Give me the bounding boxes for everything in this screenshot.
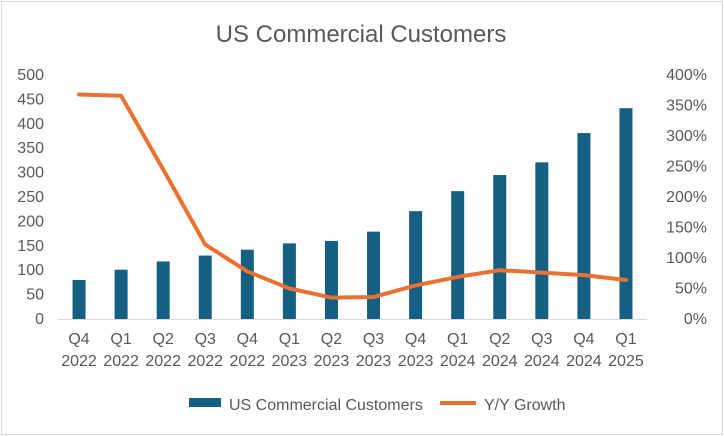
bar (577, 133, 591, 319)
category-quarter-label: Q4 (573, 331, 594, 348)
bar (409, 211, 423, 319)
right-axis-tick-label: 300% (666, 128, 707, 145)
bar (324, 240, 338, 319)
category-year-label: 2024 (482, 353, 518, 370)
category-year-label: 2022 (145, 353, 181, 370)
category-quarter-label: Q1 (110, 331, 131, 348)
category-year-label: 2023 (398, 353, 434, 370)
right-axis-tick-label: 150% (666, 220, 707, 237)
category-quarter-label: Q2 (489, 331, 510, 348)
bar (451, 191, 465, 319)
growth-line (77, 92, 628, 300)
category-year-label: 2022 (230, 353, 266, 370)
left-axis-tick-label: 300 (17, 165, 44, 182)
category-year-label: 2022 (103, 353, 139, 370)
bar (619, 108, 633, 320)
category-quarter-label: Q4 (237, 331, 258, 348)
right-axis-tick-label: 350% (666, 98, 707, 115)
bar (493, 175, 507, 319)
right-axis-tick-label: 100% (666, 250, 707, 267)
left-axis-tick-label: 200 (17, 213, 44, 230)
right-axis-tick-label: 250% (666, 159, 707, 176)
category-quarter-label: Q4 (405, 331, 426, 348)
left-axis-tick-label: 100 (17, 262, 44, 279)
left-axis-tick-label: 450 (17, 91, 44, 108)
chart-title: US Commercial Customers (216, 21, 507, 48)
bar-series (72, 108, 633, 320)
bar (114, 269, 128, 319)
category-quarter-label: Q1 (279, 331, 300, 348)
category-year-label: 2024 (440, 353, 476, 370)
left-axis-tick-label: 350 (17, 140, 44, 157)
category-quarter-label: Q3 (531, 331, 552, 348)
category-quarter-label: Q2 (153, 331, 174, 348)
category-year-label: 2025 (608, 353, 644, 370)
left-axis-tick-label: 0 (35, 311, 44, 328)
left-axis-tick-label: 250 (17, 189, 44, 206)
category-year-label: 2023 (314, 353, 350, 370)
bar (72, 279, 86, 319)
category-quarter-label: Q3 (363, 331, 384, 348)
category-quarter-label: Q3 (195, 331, 216, 348)
bar (198, 255, 212, 319)
right-axis-ticks: 0% 50% 100% 150% 200% 250% 300% 350% 400% (666, 67, 707, 328)
right-axis-tick-label: 0% (684, 311, 707, 328)
line-series (77, 92, 628, 300)
right-axis-tick-label: 200% (666, 189, 707, 206)
category-year-label: 2023 (272, 353, 308, 370)
category-labels: Q4 2022 Q1 2022 Q2 2022 Q3 2022 Q4 2022 Q1 2023 Q2 20… (61, 331, 644, 370)
category-year-label: 2022 (187, 353, 223, 370)
category-quarter-label: Q1 (447, 331, 468, 348)
bar (367, 231, 381, 319)
category-quarter-label: Q4 (68, 331, 89, 348)
bar (282, 243, 296, 319)
legend: US Commercial Customers Y/Y Growth (189, 397, 566, 414)
category-quarter-label: Q1 (615, 331, 636, 348)
category-quarter-label: Q2 (321, 331, 342, 348)
left-axis-tick-label: 50 (26, 287, 44, 304)
legend-label-growth: Y/Y Growth (484, 397, 566, 414)
right-axis-tick-label: 50% (675, 281, 707, 298)
category-year-label: 2023 (356, 353, 392, 370)
category-year-label: 2024 (524, 353, 560, 370)
left-axis-ticks: 0 50 100 150 200 250 300 350 400 450 500 (17, 67, 44, 328)
left-axis-tick-label: 500 (17, 67, 44, 84)
category-year-label: 2022 (61, 353, 97, 370)
bar (535, 162, 549, 319)
bar (156, 261, 170, 319)
legend-swatch-customers (189, 398, 221, 407)
left-axis-tick-label: 400 (17, 116, 44, 133)
left-axis-tick-label: 150 (17, 238, 44, 255)
legend-label-customers: US Commercial Customers (229, 397, 423, 414)
bar (240, 249, 254, 319)
category-year-label: 2024 (566, 353, 602, 370)
right-axis-tick-label: 400% (666, 67, 707, 84)
